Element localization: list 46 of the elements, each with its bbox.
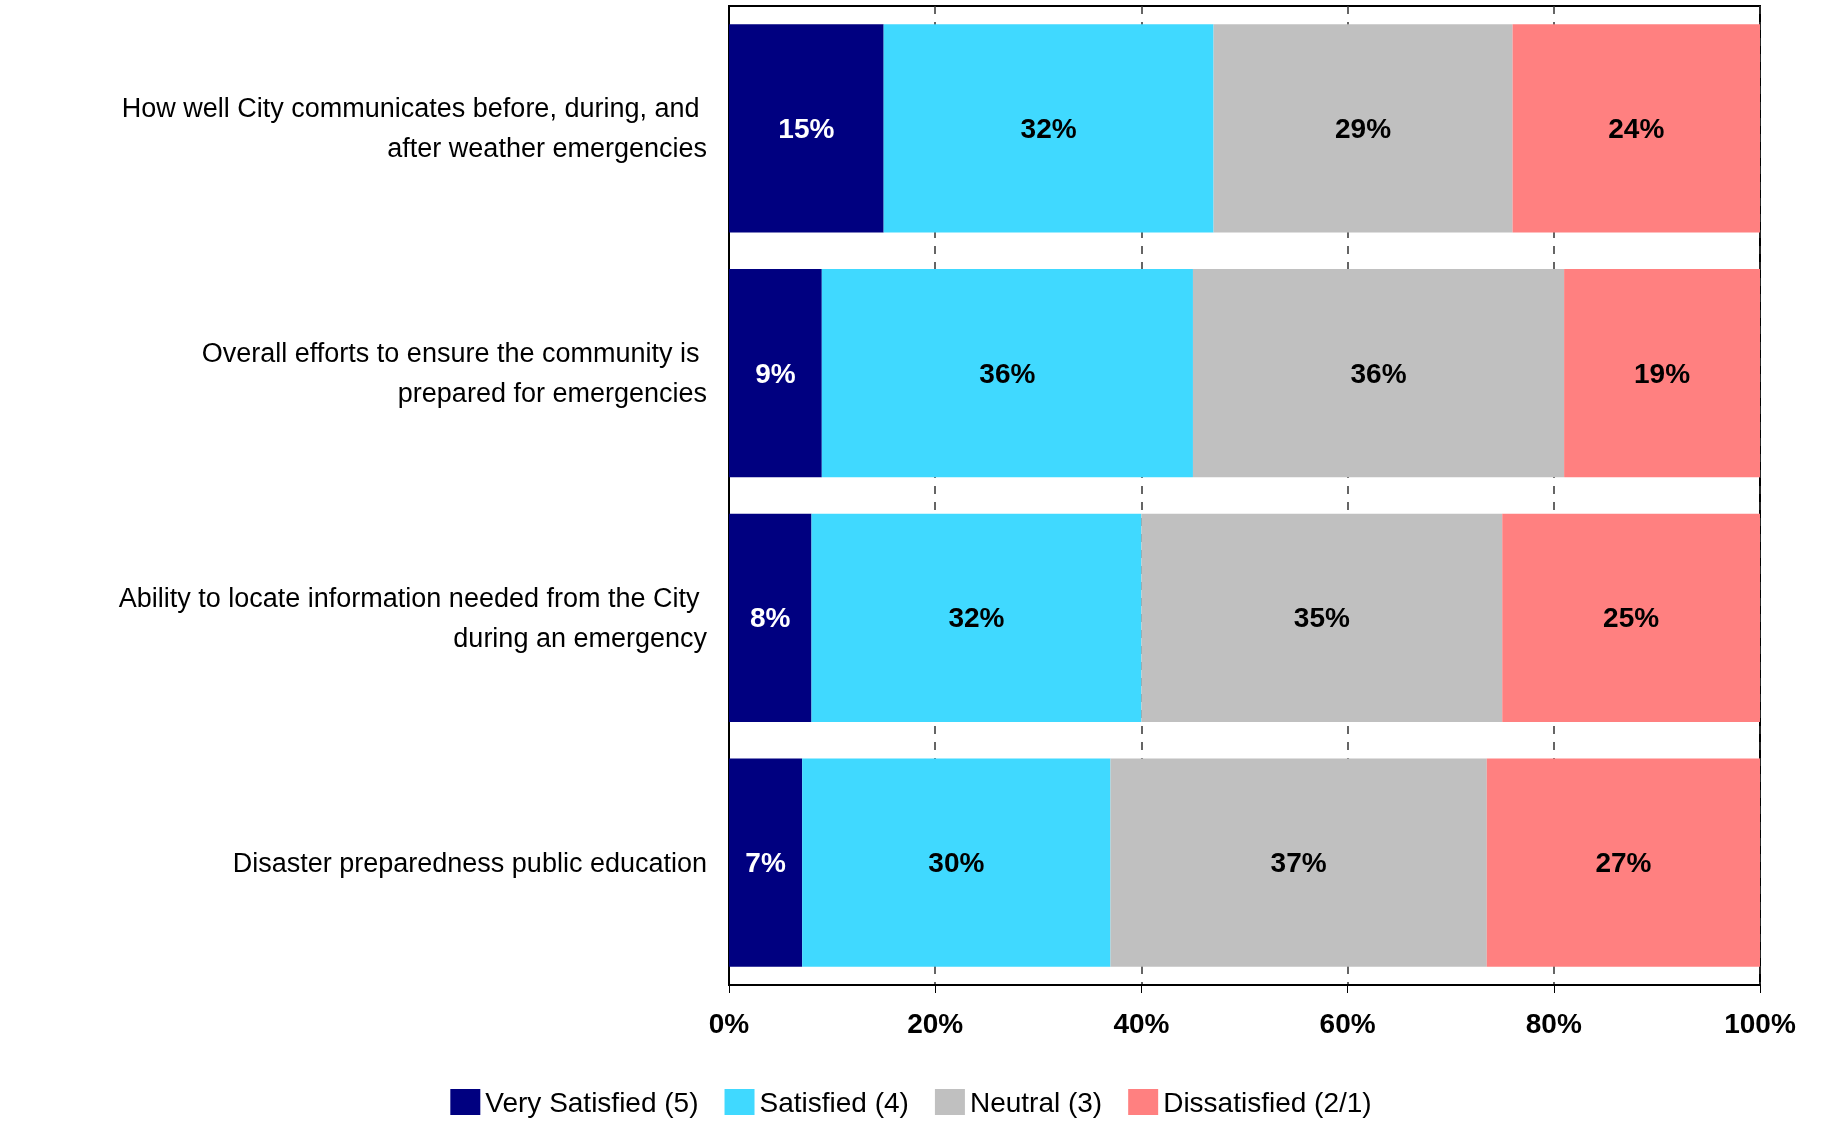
data-label: 8%	[750, 602, 791, 634]
legend-label: Satisfied (4)	[759, 1086, 909, 1118]
y-tick-label: Disaster preparedness public education	[232, 847, 707, 878]
legend-label: Dissatisfied (2/1)	[1163, 1086, 1372, 1118]
bar	[1213, 24, 1513, 233]
bar	[883, 24, 1214, 233]
data-label: 30%	[928, 847, 985, 879]
data-label: 32%	[1020, 112, 1077, 144]
legend-label: Neutral (3)	[969, 1086, 1103, 1118]
data-label: 27%	[1595, 847, 1652, 879]
x-tick-label: 80%	[1525, 1007, 1582, 1039]
bar	[1141, 513, 1503, 722]
bar	[811, 513, 1142, 722]
data-label: 19%	[1634, 357, 1691, 389]
data-label: 7%	[745, 847, 786, 879]
bar	[802, 758, 1111, 967]
bar	[729, 758, 803, 967]
bar	[1512, 24, 1760, 233]
x-tick-label: 100%	[1724, 1007, 1796, 1039]
bar	[821, 269, 1193, 478]
bar	[729, 24, 884, 233]
bar	[1502, 513, 1760, 722]
data-label: 36%	[1350, 357, 1407, 389]
data-label: 32%	[948, 602, 1005, 634]
data-label: 37%	[1270, 847, 1327, 879]
bar	[729, 269, 822, 478]
x-tick-label: 40%	[1113, 1007, 1170, 1039]
data-label: 35%	[1293, 602, 1350, 634]
y-tick-label: Overall efforts to ensure the community is prepared for emergencies	[201, 338, 707, 409]
bar	[1110, 758, 1487, 967]
legend-label: Very Satisfied (5)	[485, 1086, 699, 1118]
x-tick-label: 60%	[1319, 1007, 1376, 1039]
bar	[729, 513, 812, 722]
y-tick-label: Ability to locate information needed from the City during an emergency	[118, 582, 708, 653]
bar	[1192, 269, 1565, 478]
data-label: 24%	[1608, 112, 1665, 144]
data-label: 9%	[755, 357, 796, 389]
data-label: 15%	[778, 112, 835, 144]
y-tick-label: How well City communicates before, during, and after weather emergencies	[121, 93, 707, 164]
x-tick-label: 0%	[708, 1007, 750, 1039]
data-label: 25%	[1603, 602, 1660, 634]
bar	[1486, 758, 1760, 967]
bar	[1564, 269, 1760, 478]
data-label: 36%	[979, 357, 1036, 389]
data-label: 29%	[1335, 112, 1392, 144]
x-tick-label: 20%	[907, 1007, 964, 1039]
